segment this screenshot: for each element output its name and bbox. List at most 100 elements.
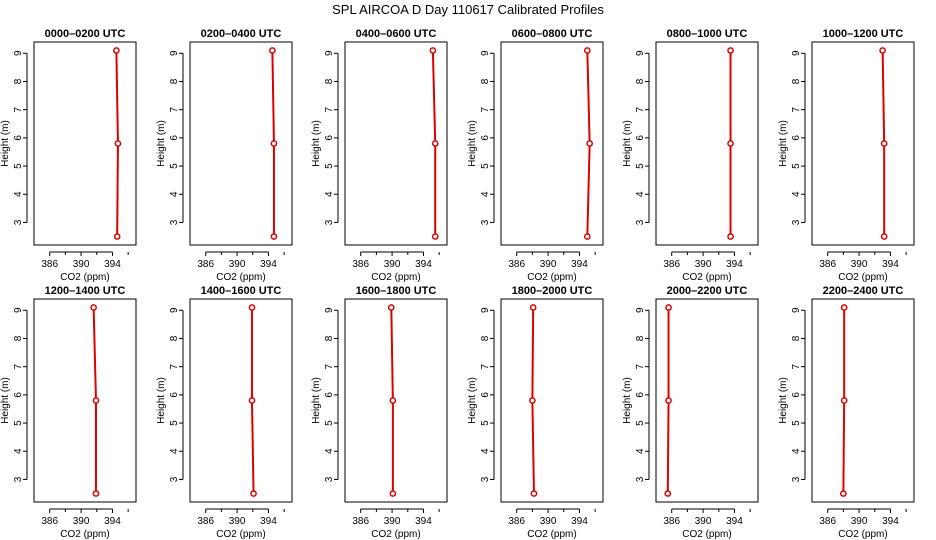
y-tick-label: 6: [324, 135, 335, 141]
y-tick-label: 5: [635, 163, 646, 169]
panel-title: 2000–2200 UTC: [667, 285, 748, 297]
y-tick-label: 6: [13, 392, 24, 398]
x-tick-label: 390: [540, 259, 557, 270]
y-tick-label: 8: [324, 78, 335, 84]
plot-frame: [655, 298, 759, 503]
x-tick-label: 394: [726, 516, 743, 527]
y-tick-label: 9: [480, 307, 491, 313]
x-axis-label: CO2 (ppm): [60, 272, 109, 283]
y-tick-label: 9: [13, 50, 24, 56]
x-tick-label: 390: [229, 259, 246, 270]
chart-panel-1: 0000–0200 UTC 386 390 394 CO2 (ppm) 3 4 5 6 7 8 9 He…: [0, 28, 137, 283]
y-tick-label: 4: [324, 191, 335, 197]
y-tick-label: 8: [169, 78, 180, 84]
y-tick-label: 7: [13, 363, 24, 369]
y-tick-label: 3: [635, 219, 646, 225]
x-axis-label: CO2 (ppm): [682, 272, 731, 283]
x-tick-label: 386: [508, 259, 525, 270]
y-tick-label: 3: [324, 219, 335, 225]
panel-title: 2200–2400 UTC: [823, 285, 904, 297]
y-tick-label: 3: [791, 476, 802, 482]
plot-frame: [344, 41, 448, 246]
x-tick-label: 394: [882, 259, 899, 270]
chart-panel-11: 2000–2200 UTC 386 390 394 CO2 (ppm) 3 4 5 6 7 8 9 He…: [622, 285, 759, 540]
x-axis-label: CO2 (ppm): [216, 272, 265, 283]
y-tick-label: 8: [635, 335, 646, 341]
y-tick-label: 5: [13, 420, 24, 426]
profile-point: [840, 397, 848, 404]
x-axis-label: CO2 (ppm): [527, 272, 576, 283]
x-tick-label: 394: [726, 259, 743, 270]
x-tick-label: 386: [41, 516, 58, 527]
x-tick-label: 386: [352, 516, 369, 527]
x-tick-label: 394: [260, 516, 277, 527]
chart-panel-10: 1800–2000 UTC 386 390 394 CO2 (ppm) 3 4 5 6 7 8 9 He…: [467, 285, 604, 540]
x-tick-label: 390: [851, 516, 868, 527]
y-tick-label: 5: [169, 163, 180, 169]
y-tick-label: 9: [791, 307, 802, 313]
y-tick-label: 3: [13, 219, 24, 225]
chart-panel-9: 1600–1800 UTC 386 390 394 CO2 (ppm) 3 4 5 6 7 8 9 He…: [311, 285, 448, 540]
y-tick-label: 4: [13, 448, 24, 454]
x-tick-label: 386: [508, 516, 525, 527]
x-axis-label: CO2 (ppm): [371, 272, 420, 283]
y-tick-label: 3: [791, 219, 802, 225]
y-tick-label: 4: [635, 448, 646, 454]
y-tick-label: 7: [635, 106, 646, 112]
plot-frame: [500, 41, 604, 246]
y-tick-label: 9: [635, 307, 646, 313]
y-tick-label: 9: [791, 50, 802, 56]
y-tick-label: 6: [791, 392, 802, 398]
x-tick-label: 394: [571, 516, 588, 527]
x-axis-label: CO2 (ppm): [60, 529, 109, 540]
y-tick-label: 3: [169, 219, 180, 225]
profile-point: [248, 397, 256, 404]
y-axis-label: Height (m): [0, 120, 11, 167]
x-axis-label: CO2 (ppm): [682, 529, 731, 540]
y-tick-label: 5: [480, 420, 491, 426]
y-tick-label: 9: [635, 50, 646, 56]
chart-panel-3: 0400–0600 UTC 386 390 394 CO2 (ppm) 3 4 5 6 7 8 9 He…: [311, 28, 448, 283]
profile-point: [270, 233, 278, 240]
y-tick-label: 4: [480, 448, 491, 454]
profile-point: [389, 397, 397, 404]
y-axis-label: Height (m): [156, 377, 167, 424]
panel-title: 1200–1400 UTC: [45, 285, 126, 297]
y-tick-label: 6: [480, 392, 491, 398]
y-tick-label: 3: [324, 476, 335, 482]
profile-point: [113, 47, 120, 54]
x-tick-label: 394: [260, 259, 277, 270]
panel-title: 0800–1000 UTC: [667, 28, 748, 40]
x-tick-label: 386: [197, 259, 214, 270]
y-tick-label: 6: [791, 135, 802, 141]
y-tick-label: 5: [635, 420, 646, 426]
profile-point: [727, 47, 734, 54]
y-tick-label: 7: [13, 106, 24, 112]
y-tick-label: 3: [169, 476, 180, 482]
panel-title: 0400–0600 UTC: [356, 28, 437, 40]
plot-frame: [344, 298, 448, 503]
y-tick-label: 9: [480, 50, 491, 56]
y-tick-label: 8: [13, 78, 24, 84]
chart-panel-6: 1000–1200 UTC 386 390 394 CO2 (ppm) 3 4 5 6 7 8 9 He…: [778, 28, 915, 283]
panel-title: 1000–1200 UTC: [823, 28, 904, 40]
y-axis-label: Height (m): [778, 377, 789, 424]
x-tick-label: 386: [352, 259, 369, 270]
profile-point: [530, 490, 538, 497]
profile-point: [583, 47, 591, 54]
y-axis-label: Height (m): [622, 377, 633, 424]
y-tick-label: 6: [169, 135, 180, 141]
profile-point: [727, 233, 734, 240]
y-axis-label: Height (m): [0, 377, 11, 424]
y-tick-label: 9: [324, 307, 335, 313]
profile-point: [840, 304, 848, 311]
panel-title: 1400–1600 UTC: [201, 285, 282, 297]
chart-panel-8: 1400–1600 UTC 386 390 394 CO2 (ppm) 3 4 5 6 7 8 9 He…: [156, 285, 293, 540]
x-tick-label: 386: [197, 516, 214, 527]
plot-frame: [33, 41, 137, 246]
profile-point: [389, 490, 397, 497]
chart-panel-5: 0800–1000 UTC 386 390 394 CO2 (ppm) 3 4 5 6 7 8 9 He…: [622, 28, 759, 283]
x-tick-label: 390: [73, 259, 90, 270]
figure-title: SPL AIRCOA D Day 110617 Calibrated Profi…: [332, 2, 604, 17]
